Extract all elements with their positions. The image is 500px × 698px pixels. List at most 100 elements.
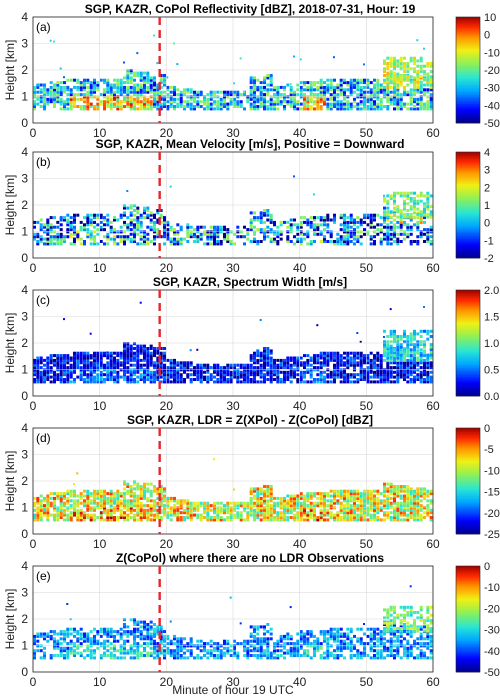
echo-cell xyxy=(189,97,193,101)
echo-cell xyxy=(59,380,63,384)
echo-cell xyxy=(423,212,426,216)
echo-cell xyxy=(109,225,113,229)
echo-cell xyxy=(163,78,166,82)
echo-cell xyxy=(49,513,53,517)
echo-cell xyxy=(59,366,63,370)
echo-cell xyxy=(46,368,50,372)
echo-cell xyxy=(153,499,156,503)
echo-cell xyxy=(113,93,116,97)
echo-cell xyxy=(149,494,153,498)
colorbar-swatch xyxy=(456,243,480,247)
echo-cell xyxy=(236,102,240,106)
echo-cell xyxy=(66,513,70,517)
echo-cell xyxy=(383,485,386,488)
echo-cell xyxy=(96,105,100,108)
echo-cell xyxy=(289,375,293,379)
echo-cell xyxy=(243,235,246,239)
echo-cell xyxy=(263,354,266,358)
echo-cell xyxy=(213,235,216,239)
echo-cell xyxy=(183,361,186,365)
echo-cell xyxy=(249,506,253,510)
echo-cell xyxy=(259,230,263,234)
echo-cell xyxy=(109,375,113,379)
echo-cell xyxy=(63,494,66,498)
echo-cell xyxy=(86,368,90,372)
echo-cell xyxy=(239,93,243,97)
echo-cell xyxy=(389,340,393,344)
echo-cell xyxy=(156,356,160,360)
echo-cell xyxy=(333,506,336,510)
echo-cell xyxy=(139,366,143,370)
echo-cell xyxy=(143,97,146,101)
echo-cell xyxy=(33,220,36,224)
echo-cell xyxy=(239,102,243,106)
echo-cell xyxy=(116,242,120,246)
echo-cell xyxy=(96,228,100,232)
echo-cell xyxy=(53,378,56,381)
echo-cell xyxy=(39,90,43,94)
echo-cell xyxy=(416,228,420,232)
echo-cell xyxy=(383,494,386,498)
echo-cell xyxy=(316,97,320,101)
echo-cell xyxy=(416,340,420,344)
echo-cell xyxy=(86,494,90,498)
echo-cell xyxy=(259,240,263,243)
echo-cell xyxy=(296,232,300,236)
echo-cell xyxy=(66,97,70,101)
echo-cell xyxy=(63,361,66,365)
echo-cell xyxy=(196,508,200,512)
echo-cell xyxy=(426,492,430,496)
echo-cell xyxy=(376,351,380,355)
echo-cell xyxy=(353,85,356,89)
echo-cell xyxy=(306,102,310,106)
echo-cell xyxy=(333,358,336,362)
echo-cell xyxy=(329,354,333,358)
echo-cell xyxy=(63,508,66,512)
echo-cell xyxy=(93,378,96,381)
echo-cell xyxy=(413,499,416,503)
echo-cell xyxy=(343,213,346,217)
echo-cell xyxy=(136,218,140,222)
echo-cell xyxy=(133,105,136,108)
echo-cell xyxy=(413,67,416,71)
echo-cell xyxy=(126,492,130,496)
echo-cell xyxy=(319,492,323,496)
echo-cell xyxy=(113,380,116,384)
echo-cell xyxy=(396,345,400,349)
echo-cell xyxy=(386,93,390,97)
echo-cell xyxy=(83,83,86,87)
echo-cell xyxy=(343,496,346,500)
colorbar-swatch xyxy=(456,488,480,491)
echo-cell xyxy=(139,506,143,510)
echo-cell xyxy=(233,508,236,512)
echo-cell xyxy=(286,504,290,508)
echo-cell xyxy=(123,342,126,346)
echo-cell xyxy=(403,205,406,208)
echo-cell xyxy=(369,380,373,384)
echo-cell xyxy=(146,206,150,210)
echo-cell xyxy=(109,499,113,503)
echo-cell xyxy=(383,67,386,71)
echo-cell xyxy=(369,93,373,97)
echo-cell xyxy=(59,235,63,239)
echo-cell xyxy=(56,220,60,224)
echo-cell xyxy=(403,212,406,216)
colorbar-swatch xyxy=(456,91,480,94)
echo-cell xyxy=(403,88,406,92)
echo-cell xyxy=(406,348,410,352)
echo-cell xyxy=(99,228,103,232)
echo-cell xyxy=(406,335,410,338)
echo-cell xyxy=(39,83,43,87)
echo-cell xyxy=(323,370,326,374)
colorbar-swatch xyxy=(456,355,480,358)
echo-cell xyxy=(376,380,380,384)
echo-cell xyxy=(133,97,136,101)
echo-cell xyxy=(129,237,133,241)
echo-cell xyxy=(159,511,163,515)
echo-cell xyxy=(389,59,393,63)
echo-cell xyxy=(246,237,250,241)
echo-cell xyxy=(283,97,286,101)
echo-cell xyxy=(423,492,426,496)
echo-cell xyxy=(129,107,133,111)
echo-cell xyxy=(319,230,323,234)
